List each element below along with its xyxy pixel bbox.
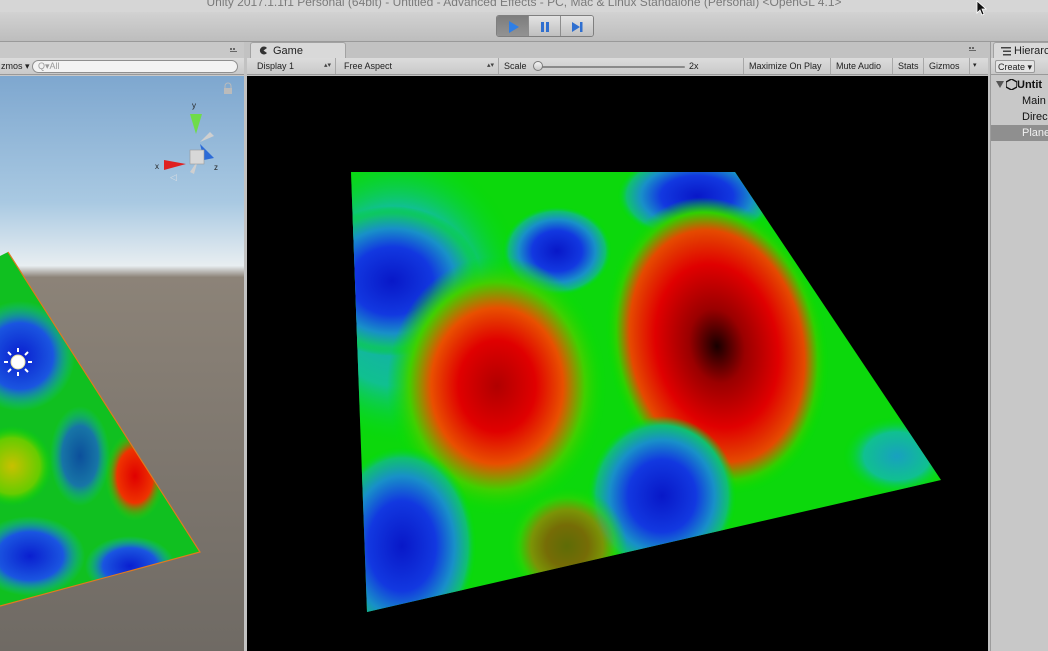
svg-text:z: z — [214, 163, 218, 172]
step-icon — [572, 22, 583, 32]
display-label: Display 1 — [257, 61, 295, 71]
unity-scene-icon — [1006, 79, 1017, 90]
game-panel: Game Display 1 ▴▾ Free Aspect ▴▾ Scale 2… — [247, 42, 988, 651]
hierarchy-panel: Hierarc Create ▾ Untit Main Direc Plane — [990, 42, 1048, 651]
game-viewport[interactable] — [247, 76, 988, 651]
scene-toolbar: zmos ▾ Q▾All — [0, 58, 244, 75]
expand-triangle-icon[interactable] — [996, 81, 1004, 88]
scene-orientation-gizmo[interactable]: y x z — [155, 101, 218, 174]
game-render — [351, 172, 941, 612]
mouse-cursor-icon — [976, 0, 988, 16]
scene-render: y x z ◁ — [0, 82, 232, 607]
play-icon — [508, 21, 519, 33]
hierarchy-scene-root[interactable]: Untit — [991, 77, 1048, 93]
persp-label: ◁ — [170, 172, 177, 182]
panel-menu-icon[interactable] — [969, 46, 977, 54]
pause-button[interactable] — [529, 16, 561, 36]
gizmos-toggle[interactable]: Gizmos — [924, 58, 970, 74]
mute-audio-toggle[interactable]: Mute Audio — [831, 58, 893, 74]
list-item[interactable]: Direc — [1022, 111, 1048, 123]
scene-search-input[interactable]: Q▾All — [32, 60, 238, 73]
step-button[interactable] — [561, 16, 593, 36]
play-button[interactable] — [497, 16, 529, 36]
aspect-dropdown[interactable]: Free Aspect ▴▾ — [339, 58, 499, 74]
svg-text:y: y — [192, 101, 196, 110]
playback-controls — [496, 15, 594, 37]
scale-slider-track[interactable] — [535, 66, 685, 68]
display-dropdown[interactable]: Display 1 ▴▾ — [252, 58, 336, 74]
dropdown-arrows-icon: ▴▾ — [323, 62, 331, 69]
game-pacman-icon — [259, 46, 267, 55]
scene-gizmos-dropdown[interactable]: zmos ▾ — [1, 61, 30, 71]
window-title: Unity 2017.1.1f1 Personal (64bit) - Unti… — [206, 0, 842, 9]
svg-text:x: x — [155, 162, 159, 171]
aspect-label: Free Aspect — [344, 61, 393, 71]
tab-hierarchy[interactable]: Hierarc — [993, 42, 1048, 59]
panel-menu-icon[interactable] — [230, 47, 238, 55]
scale-value: 2x — [689, 61, 699, 71]
tab-game[interactable]: Game — [250, 42, 346, 59]
title-bar: Unity 2017.1.1f1 Personal (64bit) - Unti… — [0, 0, 1048, 12]
create-button[interactable]: Create ▾ — [995, 60, 1036, 73]
list-item[interactable]: Plane — [991, 125, 1048, 141]
hierarchy-toolbar: Create ▾ — [991, 58, 1048, 75]
gizmos-dropdown-arrow[interactable]: ▾ — [973, 62, 977, 69]
list-item[interactable]: Main — [1022, 95, 1046, 107]
scale-slider-group: Scale 2x — [499, 58, 743, 74]
pause-icon — [540, 22, 549, 32]
game-tab-label: Game — [273, 45, 303, 57]
maximize-on-play-toggle[interactable]: Maximize On Play — [743, 58, 831, 74]
scale-label: Scale — [504, 61, 527, 71]
lock-icon[interactable] — [224, 82, 232, 94]
game-toolbar: Display 1 ▴▾ Free Aspect ▴▾ Scale 2x Max… — [247, 58, 988, 75]
main-toolbar — [0, 0, 1048, 42]
dropdown-arrows-icon: ▴▾ — [486, 62, 494, 69]
scale-slider-thumb[interactable] — [533, 61, 543, 71]
stats-toggle[interactable]: Stats — [893, 58, 924, 74]
scene-panel: zmos ▾ Q▾All — [0, 42, 244, 651]
list-icon — [1001, 47, 1011, 56]
scene-name-label: Untit — [1017, 79, 1043, 91]
directional-light-icon[interactable] — [4, 348, 32, 376]
scene-viewport[interactable]: y x z ◁ — [0, 76, 244, 651]
hierarchy-tab-label: Hierarc — [1014, 45, 1048, 57]
